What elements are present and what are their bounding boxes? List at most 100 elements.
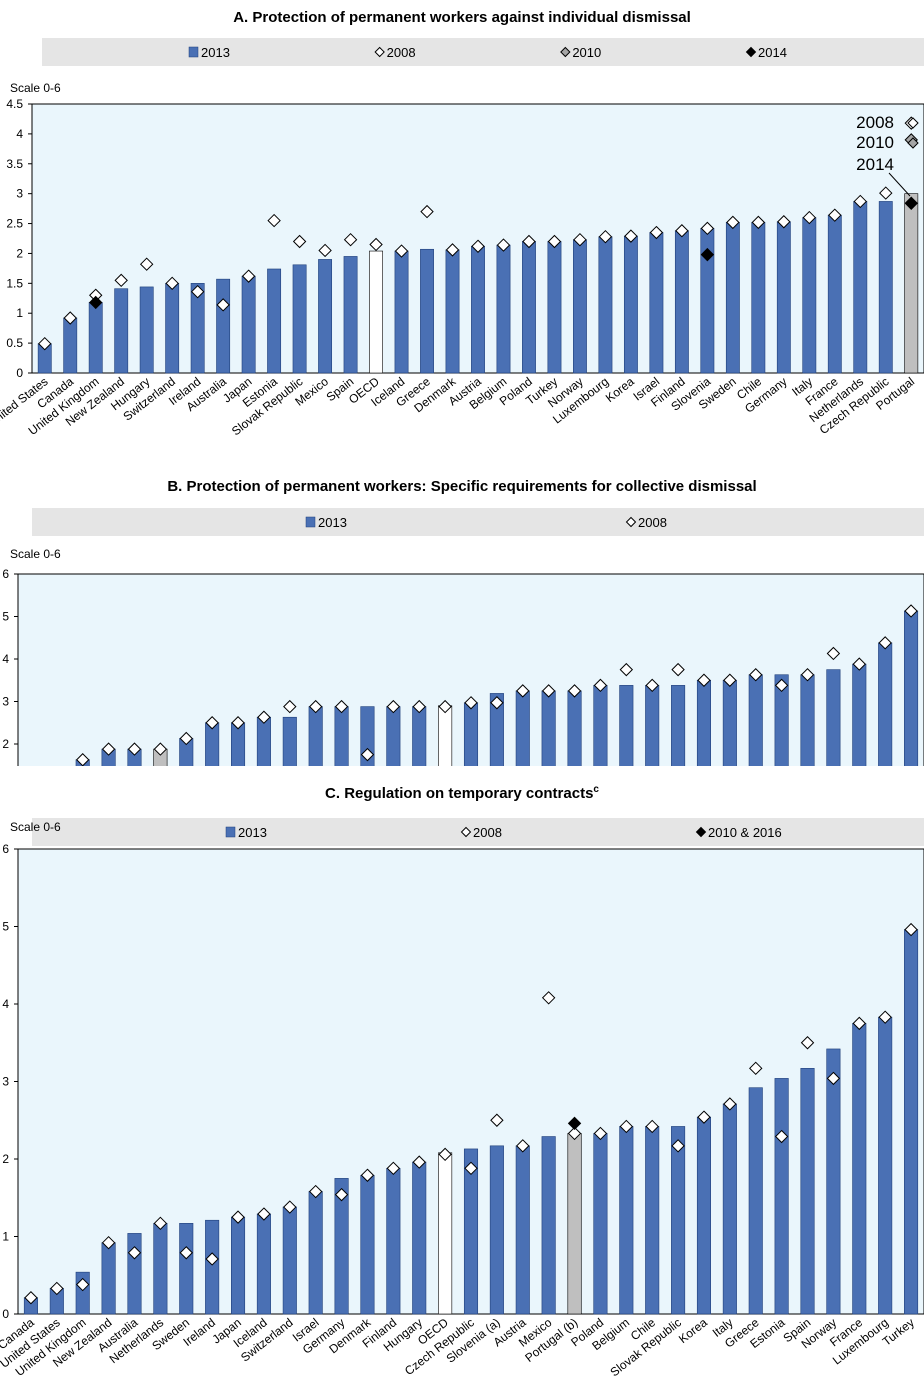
marker-2008-france <box>852 1016 866 1031</box>
bar-2013-sweden <box>179 1223 194 1315</box>
y-tick-label: 2.5 <box>6 217 23 231</box>
marker-2008-united-states <box>412 699 426 714</box>
bar-2013-ireland <box>190 283 205 374</box>
legend-label-2010-2016: 2010 & 2016 <box>708 825 782 840</box>
bar-2013-belgium <box>496 244 511 374</box>
bar-2013-ireland <box>722 679 737 830</box>
bar-2013-hungary <box>139 286 154 374</box>
bar-2013-oecd <box>438 705 453 830</box>
y-tick-label: 5 <box>2 610 9 624</box>
bar-2013-greece <box>541 690 556 830</box>
x-tick-label-korea: Korea <box>676 1315 710 1346</box>
bar-2013-united-kingdom-a <box>282 716 297 830</box>
bar-2013-oecd <box>369 250 383 374</box>
x-tick-label-korea: Korea <box>603 374 637 405</box>
marker-2008-new-zealand <box>101 1235 116 1250</box>
marker-2008-korea <box>624 229 638 243</box>
legend-label-2013: 2013 <box>201 45 230 60</box>
inset-legend-label-2008: 2008 <box>856 113 894 132</box>
marker-2008-norway <box>205 716 219 730</box>
bar-2013-japan <box>230 1216 246 1315</box>
bar-2013-spain <box>671 685 686 830</box>
bar-2013-france <box>852 1023 867 1315</box>
marker-2008-germany <box>777 215 791 229</box>
chart-title: A. Protection of permanent workers again… <box>233 9 691 26</box>
bar-2013-slovenia <box>645 685 660 830</box>
marker-2008-mexico <box>318 243 332 258</box>
marker-2008-oecd <box>438 1147 452 1162</box>
legend-diamond-2008 <box>374 46 385 58</box>
marker-2008-france <box>828 208 842 222</box>
bar-2013-austria <box>515 690 530 830</box>
bar-2013-estonia <box>267 268 282 374</box>
legend-swatch-2013 <box>305 516 316 528</box>
bar-2013-mexico <box>318 259 333 374</box>
marker-2008-belgium <box>619 1119 634 1134</box>
marker-2008-switzerland <box>800 668 815 682</box>
marker-2008-iceland <box>394 244 409 258</box>
y-tick-label: 4 <box>2 997 9 1011</box>
marker-2008-slovak-republic <box>292 234 307 249</box>
marker-2008-denmark <box>360 1168 375 1182</box>
marker-2008-spain <box>671 662 685 677</box>
marker-2008-iceland <box>697 673 711 687</box>
bar-2013-chile <box>751 222 766 374</box>
bar-2013-korea <box>696 1116 712 1315</box>
marker-2008-belgium <box>496 238 511 252</box>
marker-2008-germany <box>334 1187 349 1202</box>
legend-label-2008: 2008 <box>473 825 502 840</box>
marker-2008-united-states <box>38 337 52 351</box>
bar-2013-united-states <box>412 706 427 830</box>
bar-2013-italy <box>722 1103 737 1315</box>
bar-2013-canada <box>63 317 78 374</box>
bar-2013-portugal-b <box>567 1133 582 1315</box>
marker-2008-turkey <box>257 710 271 724</box>
marker-2008-italy <box>723 1097 737 1111</box>
marker-2008-canada <box>464 696 478 710</box>
bar-2013-france <box>593 685 608 830</box>
y-tick-label: 6 <box>2 567 9 581</box>
marker-2008-oecd <box>438 699 452 714</box>
bar-2013-netherlands <box>153 1223 168 1315</box>
bar-2013-australia <box>308 706 323 830</box>
marker-2008-oecd <box>369 237 383 252</box>
y-tick-label: 3 <box>2 1075 9 1089</box>
bar-2013-finland <box>386 1167 401 1315</box>
bar-2013-oecd <box>438 1152 453 1315</box>
legend-diamond-2010 <box>560 46 571 58</box>
bar-2013-israel <box>649 232 664 374</box>
bar-2013-mexico <box>541 1136 556 1315</box>
marker-2008-united-kingdom-a <box>283 699 297 714</box>
marker-2008-italy <box>802 210 817 225</box>
bar-2013-germany <box>334 1178 349 1315</box>
marker-2008-czech-republic <box>879 186 893 200</box>
bar-2013-mexico <box>878 642 893 830</box>
bar-2013-france <box>827 214 842 374</box>
bar-2013-canada <box>463 702 479 830</box>
marker-2008-new-zealand <box>114 273 128 288</box>
bar-2013-iceland <box>696 679 712 830</box>
y-tick-label: 2 <box>2 1152 9 1166</box>
marker-2008-ireland <box>190 284 205 299</box>
legend-box <box>32 508 924 536</box>
marker-2008-switzerland <box>283 1200 297 1214</box>
marker-2008-canada <box>24 1291 38 1305</box>
marker-2008-mexico <box>878 636 892 650</box>
marker-2008-israel <box>101 742 116 756</box>
bar-2013-united-kingdom <box>88 302 103 374</box>
marker-2014-portugal <box>904 196 918 210</box>
inset-legend-diamond-2008 <box>907 117 919 129</box>
bar-2013-italy <box>802 217 817 374</box>
marker-2008-finland <box>386 1161 401 1176</box>
legend-label-2013: 2013 <box>238 825 267 840</box>
y-axis-label: Scale 0-6 <box>10 547 61 561</box>
bar-2013-czech-republic <box>878 201 893 374</box>
marker-2008-greece <box>541 684 556 698</box>
chart-title-text: C. Regulation on temporary contracts <box>325 785 593 802</box>
marker-2008-luxembourg <box>598 229 613 244</box>
chart-b: B. Protection of permanent workers: Spec… <box>0 478 924 905</box>
marker-2008-slovenia-a <box>490 1113 504 1127</box>
inset-legend-label-2010: 2010 <box>856 133 894 152</box>
bar-2013-spain <box>343 256 358 374</box>
marker-2014-slovenia <box>700 247 715 262</box>
